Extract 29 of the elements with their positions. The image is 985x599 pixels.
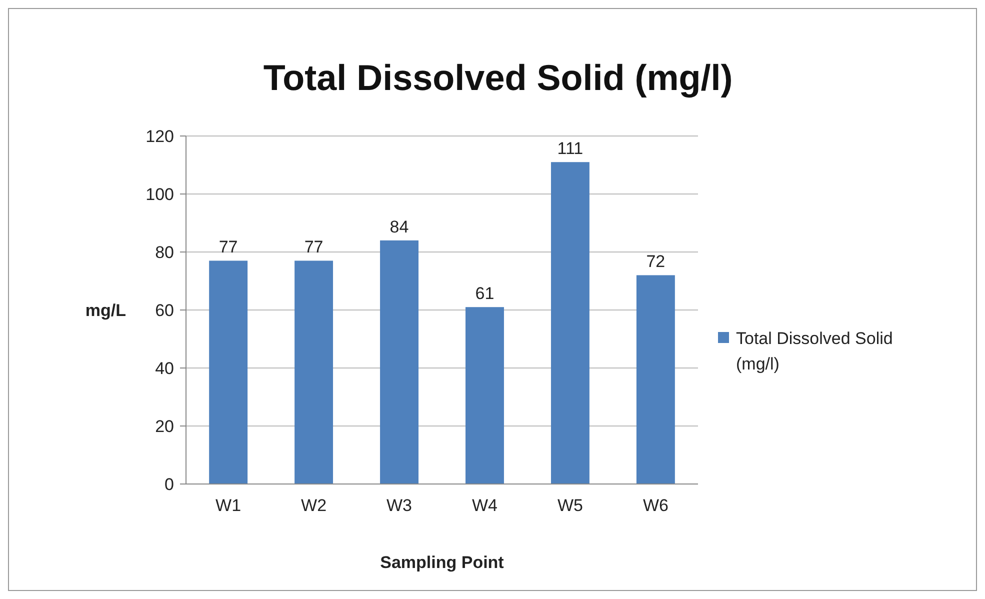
y-tick-label: 40: [155, 358, 174, 378]
chart-title: Total Dissolved Solid (mg/l): [263, 57, 733, 98]
bar: [550, 162, 590, 484]
data-label: 77: [304, 238, 324, 257]
y-tick-label: 80: [155, 242, 174, 262]
data-label: 84: [390, 217, 409, 236]
data-label: 111: [557, 139, 584, 158]
y-axis-title: mg/L: [85, 300, 126, 320]
bar: [466, 307, 504, 484]
y-tick-label: 60: [155, 300, 174, 320]
x-tick-label: W5: [557, 496, 583, 515]
bar: [209, 260, 248, 484]
x-axis-title: Sampling Point: [380, 553, 504, 572]
legend-label: Total Dissolved Solid (mg/l): [736, 328, 893, 374]
x-tick-label: W2: [301, 496, 327, 515]
y-tick-label: 0: [164, 474, 174, 494]
data-label: 77: [218, 238, 238, 257]
x-tick-label: W4: [472, 496, 498, 515]
data-label: 61: [475, 284, 494, 304]
y-tick-label: 20: [155, 416, 174, 436]
x-tick-label: W3: [386, 496, 412, 515]
x-tick-label: W6: [642, 496, 668, 515]
y-tick-label: 120: [146, 126, 174, 146]
x-tick-label: W1: [216, 496, 242, 515]
data-label: 72: [646, 252, 666, 272]
y-tick-label: 100: [146, 184, 174, 204]
bar: [636, 275, 675, 484]
bar: [380, 240, 418, 484]
bar: [294, 260, 334, 484]
